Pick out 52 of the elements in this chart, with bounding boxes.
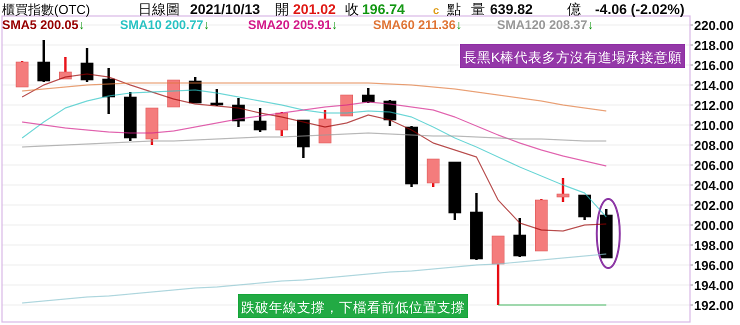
y-tick-label: 196.00 xyxy=(694,258,734,273)
y-tick-label: 212.00 xyxy=(694,98,734,113)
annotation: 開 xyxy=(275,1,289,17)
candlestick xyxy=(578,194,591,222)
candlestick xyxy=(37,38,50,84)
y-tick-label: 214.00 xyxy=(694,78,734,93)
annotation: 201.02 xyxy=(293,1,336,17)
y-tick-label: 194.00 xyxy=(694,278,734,293)
y-tick-label: 206.00 xyxy=(694,158,734,173)
y-tick-label: 200.00 xyxy=(694,218,734,233)
text: SMA10 200.77↓ xyxy=(120,18,210,32)
y-tick-label: 192.00 xyxy=(694,298,734,313)
candlestick xyxy=(362,86,375,104)
annotation: 點 xyxy=(446,1,461,17)
candlestick xyxy=(556,176,570,204)
y-tick-label: 216.00 xyxy=(694,58,734,73)
candlestick xyxy=(102,66,116,116)
annotation: 196.74 xyxy=(362,1,406,17)
candlestick xyxy=(340,94,354,116)
candlestick xyxy=(188,76,202,104)
candlestick xyxy=(275,110,288,138)
text: SMA60 211.36↓ xyxy=(373,18,462,32)
y-tick-label: 208.00 xyxy=(694,138,734,153)
candlestick xyxy=(80,46,94,84)
candlestick xyxy=(232,96,245,128)
annotation: -4.06 (-2.02%) xyxy=(595,1,684,17)
text: SMA5 200.05↓ xyxy=(2,18,85,32)
annotation: 量 xyxy=(471,1,485,17)
candlestick xyxy=(59,56,72,80)
annotation: 2021/10/13 xyxy=(190,1,260,17)
candlestick xyxy=(210,88,224,108)
candlestick xyxy=(426,158,440,188)
candlestick xyxy=(254,106,266,134)
text: SMA20 205.91↓ xyxy=(248,18,338,32)
annotation: 日線圖 xyxy=(138,1,180,17)
y-tick-label: 204.00 xyxy=(694,178,734,193)
candlestick xyxy=(384,98,396,128)
y-tick-label: 198.00 xyxy=(694,238,734,253)
candlestick xyxy=(318,108,332,144)
chart-title: 櫃買指數(OTC) xyxy=(2,2,90,17)
annotation: 長黑K棒代表多方沒有進場承接意願 xyxy=(463,50,682,65)
annotation: 跌破年線支撐，下檔看前低位置支撐 xyxy=(241,300,465,315)
y-tick-label: 220.00 xyxy=(694,18,734,33)
annotation: 639.82 xyxy=(490,1,534,17)
y-tick-label: 218.00 xyxy=(694,38,734,53)
annotation: c xyxy=(433,5,440,17)
candlestick xyxy=(513,216,526,258)
y-tick-label: 210.00 xyxy=(694,118,734,133)
y-tick-label: 202.00 xyxy=(694,198,734,213)
annotation: 收 xyxy=(345,1,359,17)
annotation: 億 xyxy=(567,1,581,17)
text: SMA120 208.37↓ xyxy=(497,18,594,32)
